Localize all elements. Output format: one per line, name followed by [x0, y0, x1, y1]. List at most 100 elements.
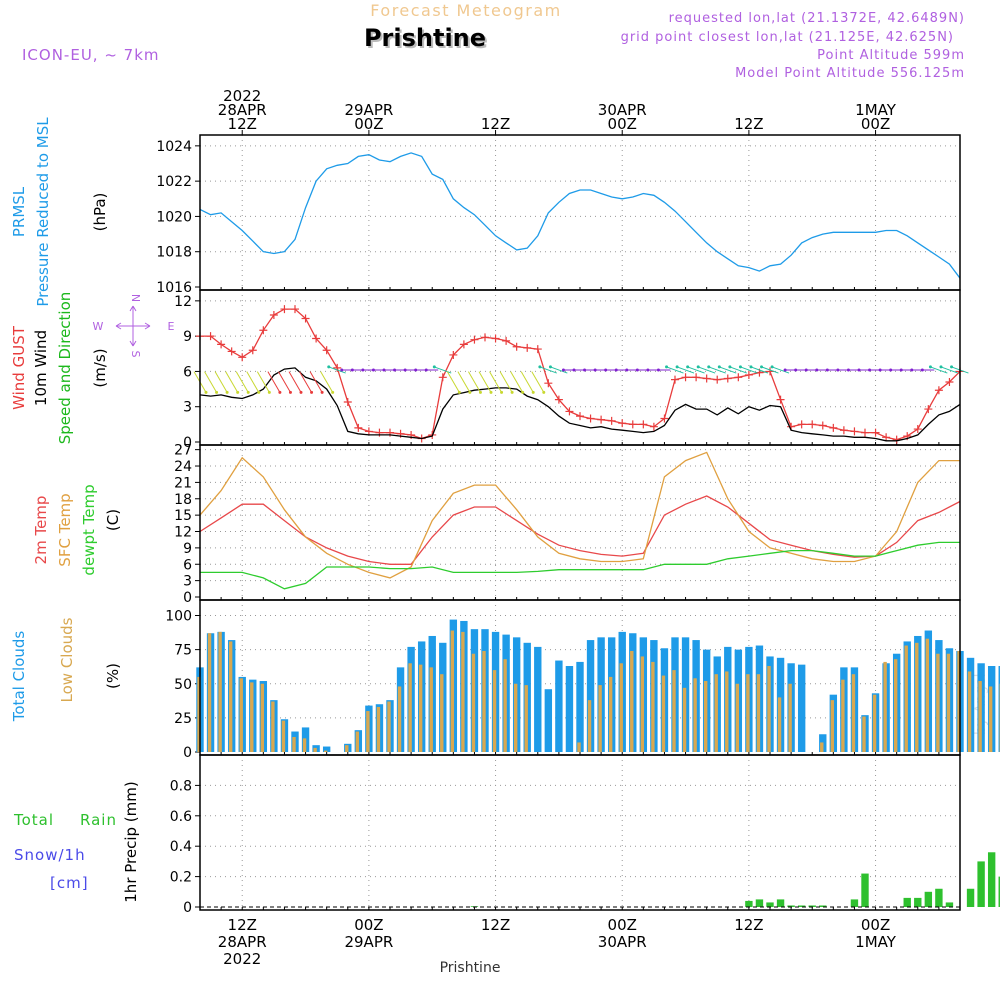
gust-marker — [534, 345, 542, 353]
bar-low-cloud — [588, 700, 591, 752]
y-tick-label: 0 — [183, 900, 192, 916]
wind-arrow-head — [665, 365, 668, 368]
wind-arrow-head — [676, 365, 679, 368]
y-tick-label: 75 — [174, 643, 192, 659]
y-tick-label: 1020 — [156, 209, 192, 225]
y-tick-label: 18 — [174, 492, 192, 508]
wind-arrow-head — [433, 365, 436, 368]
bar-low-cloud — [472, 654, 475, 752]
bar-low-cloud — [525, 685, 528, 752]
wind-arrow-head — [361, 369, 364, 372]
bottom-time-label: 00Z — [354, 916, 383, 934]
wind-arrow — [521, 372, 533, 393]
bar-low-cloud — [905, 646, 908, 752]
bar-rain — [967, 889, 974, 907]
y-tick-label: 12 — [174, 525, 192, 541]
snow-label: Snow/1h — [14, 846, 86, 864]
gust-marker — [819, 422, 827, 430]
wind-arrow-head — [760, 365, 763, 368]
snow-unit-label: [cm] — [50, 874, 89, 892]
gust-marker — [544, 379, 552, 387]
wind-unit: (m/s) — [91, 348, 109, 387]
bar-low-cloud — [862, 717, 865, 752]
compass-east: E — [168, 320, 175, 333]
wind-arrow-head — [393, 369, 396, 372]
compass-north: N — [129, 294, 142, 302]
gust-marker — [259, 326, 267, 334]
wind-arrow-head — [468, 391, 471, 394]
bar-rain — [904, 898, 911, 907]
gust-marker — [745, 371, 753, 379]
bar-low-cloud — [852, 674, 855, 752]
bottom-time-label: 28APR — [218, 933, 267, 951]
wind-arrow-head — [815, 369, 818, 372]
gust-marker — [692, 373, 700, 381]
bar-rain — [745, 901, 752, 907]
wind-10m-label: 10m Wind — [32, 330, 50, 406]
wind-arrow-head — [583, 369, 586, 372]
wind-arrow-head — [573, 369, 576, 372]
wind-arrow-head — [300, 391, 303, 394]
series-line-2m-temp — [200, 496, 960, 564]
bar-low-cloud — [715, 674, 718, 752]
dewpt-label: dewpt Temp — [80, 484, 98, 575]
point-altitude: Point Altitude 599m — [817, 48, 965, 63]
wind-arrow-head — [636, 369, 639, 372]
bottom-time-label: 30APR — [598, 933, 647, 951]
bottom-time-label: 12Z — [481, 916, 510, 934]
wind-arrow-head — [372, 369, 375, 372]
gust-marker — [249, 346, 257, 354]
bar-low-cloud — [218, 632, 221, 752]
compass-arrows — [116, 306, 150, 346]
bar-rain — [988, 852, 995, 907]
wind-arrow-head — [268, 391, 271, 394]
bar-total-cloud — [555, 661, 562, 752]
bar-low-cloud — [440, 674, 443, 752]
wind-compass: N S W E — [93, 294, 175, 358]
y-tick-label: 15 — [174, 508, 192, 524]
wind-arrow-head — [604, 369, 607, 372]
y-tick-label: 9 — [183, 329, 192, 345]
wind-arrow-head — [718, 365, 721, 368]
bar-low-cloud — [894, 659, 897, 752]
bar-low-cloud — [514, 684, 517, 752]
bar-low-cloud — [831, 700, 834, 752]
rain-label: Rain — [80, 811, 117, 829]
wind-arrow-head — [383, 369, 386, 372]
wind-arrow-head — [542, 391, 545, 394]
bar-low-cloud — [704, 681, 707, 752]
panel-frame — [200, 135, 960, 290]
wind-arrow — [490, 372, 502, 393]
gust-marker — [576, 412, 584, 420]
series-line-pressure — [200, 153, 960, 278]
bar-rain — [935, 889, 942, 907]
y-tick-label: 3 — [183, 574, 192, 590]
bar-low-cloud — [788, 684, 791, 752]
compass-west: W — [93, 320, 104, 333]
bar-low-cloud — [767, 666, 770, 752]
wind-arrow-head — [950, 365, 953, 368]
y-tick-label: 3 — [183, 400, 192, 416]
panel-frame — [200, 755, 960, 910]
bottom-time-label: 1MAY — [855, 933, 897, 951]
wind-arrow-head — [205, 391, 208, 394]
bar-low-cloud — [229, 641, 232, 752]
wind-arrow-head — [236, 391, 239, 394]
y-tick-label: 12 — [174, 294, 192, 310]
gust-marker — [439, 373, 447, 381]
grid-point-coords: grid point closest lon,lat (21.125E, 42.… — [621, 30, 954, 45]
location-title: Prishtine — [364, 24, 486, 52]
wind-arrow-head — [697, 365, 700, 368]
bar-low-cloud — [356, 732, 359, 752]
bar-low-cloud — [651, 662, 654, 752]
bar-rain — [851, 899, 858, 907]
wind-arrow — [215, 372, 227, 393]
bar-low-cloud — [313, 748, 316, 752]
bar-rain — [914, 898, 921, 907]
precip-axis-label: 1hr Precip (mm) — [122, 781, 140, 902]
bar-rain — [777, 899, 784, 907]
wind-arrow — [300, 372, 312, 393]
bar-low-cloud — [693, 678, 696, 752]
wind-arrow-head — [939, 365, 942, 368]
low-clouds-label: Low Clouds — [58, 617, 76, 702]
